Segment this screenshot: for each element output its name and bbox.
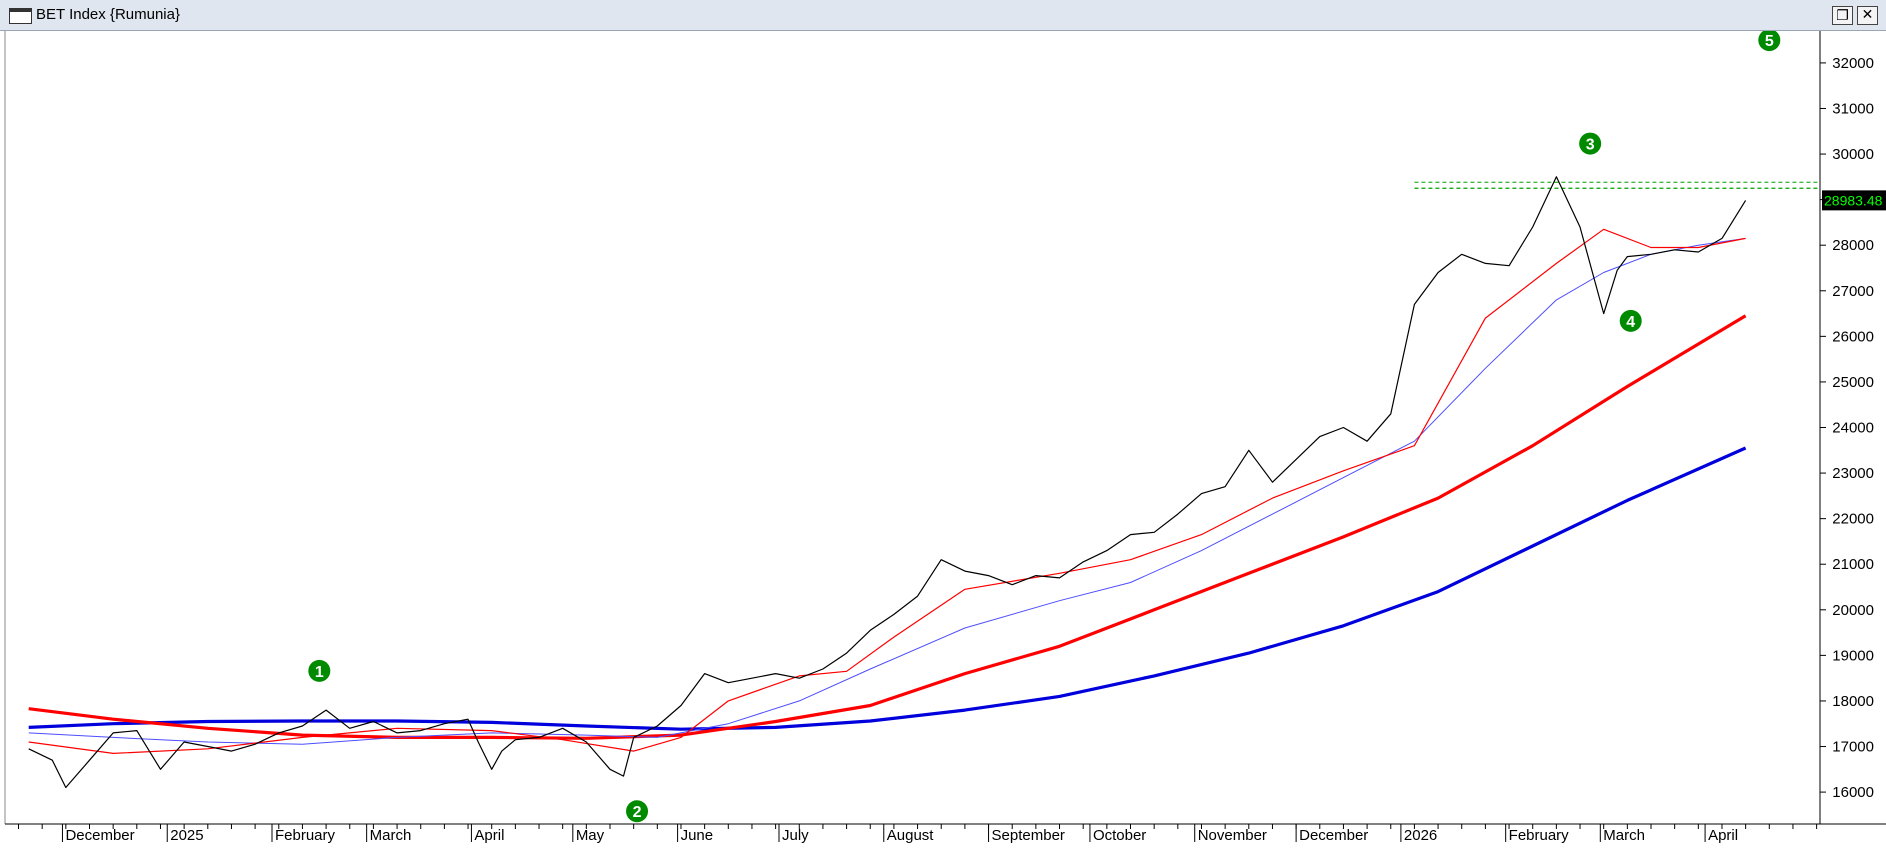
y-tick-label: 16000 [1832,784,1874,801]
window-title: BET Index {Rumunia} [36,6,180,23]
y-tick-label: 18000 [1832,693,1874,710]
marker-label: 3 [1586,137,1595,154]
marker-3: 3 [1579,132,1602,155]
series-price [28,176,1747,789]
x-tick-label: 2025 [170,827,203,844]
x-tick-label: March [1603,827,1645,844]
marker-1: 1 [308,659,331,682]
y-tick-label: 30000 [1832,146,1874,163]
y-tick-label: 32000 [1832,55,1874,72]
chart-background [0,31,1886,851]
marker-circle [308,659,331,682]
x-tick-label: February [275,827,336,844]
marker-5: 5 [1758,31,1781,52]
y-tick-label: 19000 [1832,647,1874,664]
last-price-label: 28983.48 [1824,192,1883,208]
marker-4: 4 [1619,309,1642,332]
x-tick-label: November [1198,827,1267,844]
marker-circle [626,800,649,823]
window-titlebar: BET Index {Rumunia} ❐ ✕ [0,0,1886,31]
restore-button[interactable]: ❐ [1832,6,1853,25]
marker-circle [1619,309,1642,332]
y-tick-label: 27000 [1832,283,1874,300]
y-tick-label: 22000 [1832,511,1874,528]
x-tick-label: August [887,827,935,844]
x-tick-label: June [681,827,714,844]
series-ma-red-thick [28,314,1747,740]
marker-2: 2 [626,800,649,823]
x-tick-label: April [1708,827,1738,844]
marker-circle [1579,132,1602,155]
close-button[interactable]: ✕ [1857,6,1878,25]
y-tick-label: 24000 [1832,420,1874,437]
last-price-tag [1822,190,1886,211]
y-tick-label: 17000 [1832,739,1874,756]
x-tick-label: July [782,827,809,844]
window-system-icon[interactable] [9,8,32,24]
marker-label: 5 [1765,33,1774,50]
x-tick-label: September [992,827,1065,844]
y-tick-label: 28000 [1832,237,1874,254]
y-tick-label: 25000 [1832,374,1874,391]
x-tick-label: December [1299,827,1368,844]
x-tick-label: April [474,827,504,844]
y-tick-label: 23000 [1832,465,1874,482]
marker-label: 4 [1626,314,1635,331]
bet-index-chart: 1600017000180001900020000210002200023000… [0,31,1886,851]
x-tick-label: May [576,827,605,844]
x-tick-label: 2026 [1404,827,1437,844]
marker-circle [1758,31,1781,52]
x-tick-label: October [1093,827,1146,844]
series-ma-blue-thick [28,446,1747,731]
y-tick-label: 21000 [1832,556,1874,573]
x-tick-label: March [370,827,412,844]
series-ma-blue-thin [28,237,1746,745]
y-tick-label: 26000 [1832,328,1874,345]
y-tick-label: 31000 [1832,100,1874,117]
series-ma-red-thin [28,228,1746,755]
x-tick-label: December [65,827,134,844]
y-tick-label: 20000 [1832,602,1874,619]
x-tick-label: February [1509,827,1570,844]
marker-label: 1 [315,664,324,681]
marker-label: 2 [633,804,642,821]
